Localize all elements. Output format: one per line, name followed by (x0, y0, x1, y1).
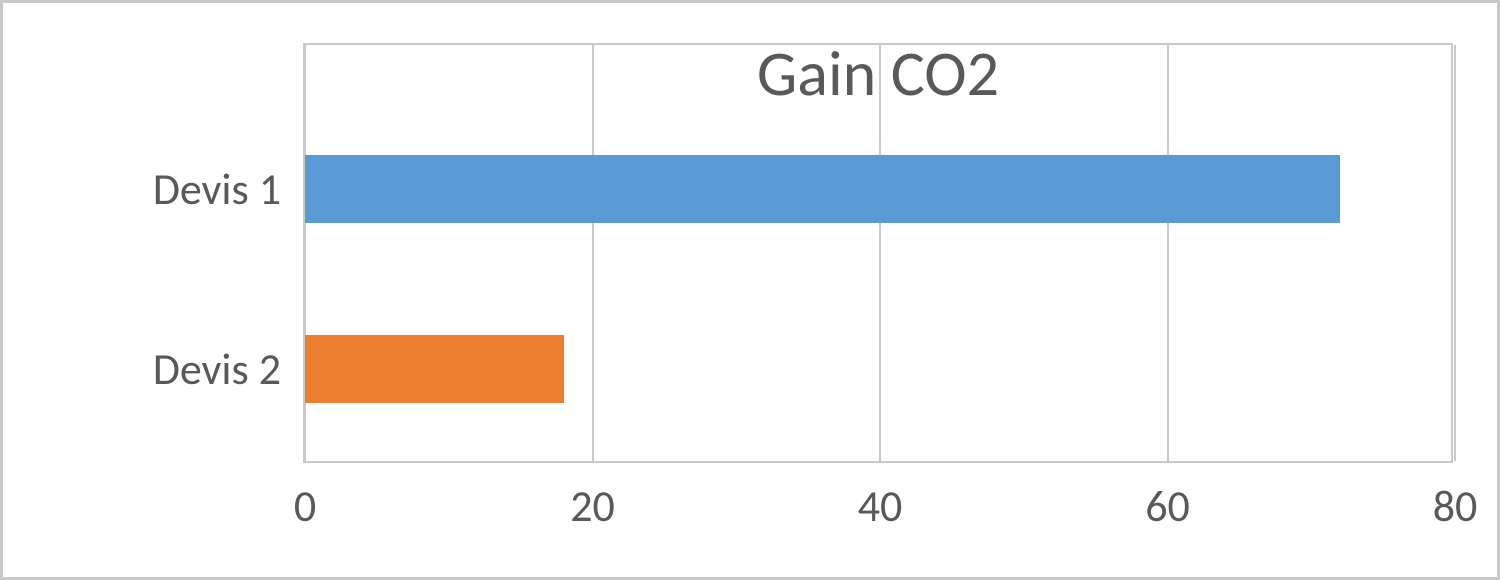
gridline (1167, 45, 1169, 461)
gridline (592, 45, 594, 461)
x-tick-label: 60 (1145, 479, 1190, 533)
x-tick-label: 40 (858, 479, 903, 533)
gridline (879, 45, 881, 461)
x-tick-label: 20 (570, 479, 615, 533)
y-category-label: Devis 1 (153, 162, 281, 216)
y-category-label: Devis 2 (153, 342, 281, 396)
chart-title: Gain CO2 (305, 35, 1451, 113)
chart-frame: Gain CO2 0 20 40 60 80 Devis 1 Devis 2 (0, 0, 1500, 580)
x-tick-label: 0 (294, 479, 316, 533)
plot-area: Gain CO2 020406080Devis 1Devis 2 (303, 43, 1453, 463)
bar (305, 335, 564, 403)
x-tick-label: 80 (1433, 479, 1478, 533)
bar (305, 155, 1340, 223)
gridline (1454, 45, 1456, 461)
